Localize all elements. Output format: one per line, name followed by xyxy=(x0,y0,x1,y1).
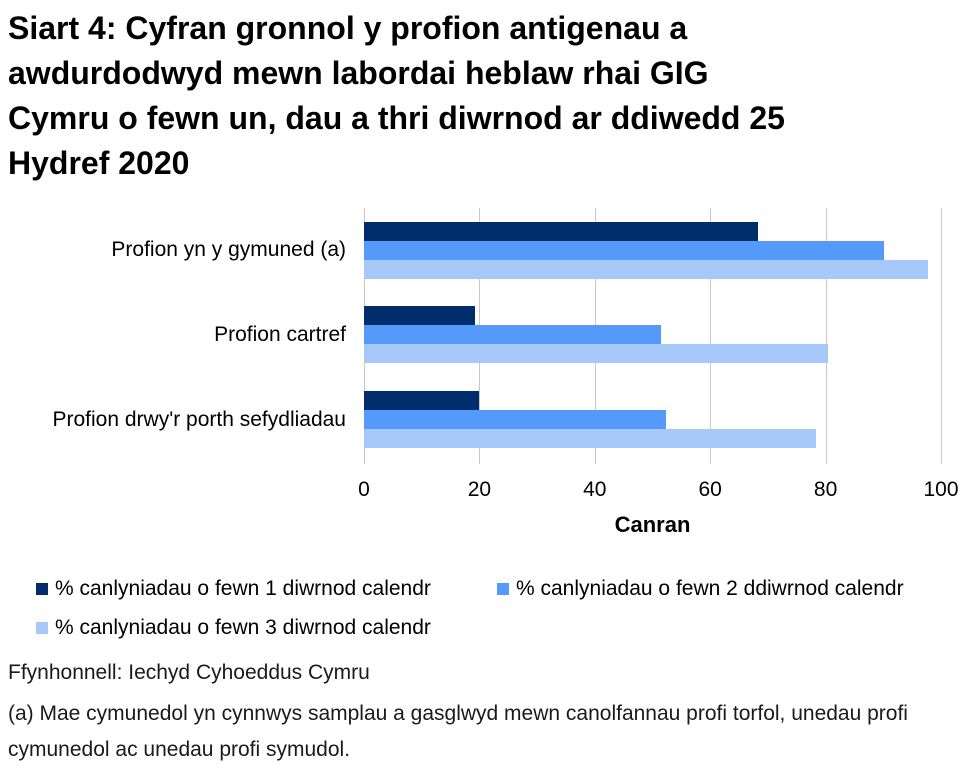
bar xyxy=(364,259,929,279)
bar xyxy=(364,325,662,345)
legend-label: % canlyniadau o fewn 3 diwrnod calendr xyxy=(55,616,431,639)
bar-group xyxy=(364,377,941,462)
x-tick-label: 40 xyxy=(583,478,607,501)
chart-title-line: Cymru o fewn un, dau a thri diwrnod ar d… xyxy=(8,100,785,136)
legend-row: % canlyniadau o fewn 3 diwrnod calendr xyxy=(36,616,966,640)
category-label: Profion cartref xyxy=(214,322,346,346)
legend-label: % canlyniadau o fewn 1 diwrnod calendr xyxy=(55,577,431,600)
x-axis-ticks: 0 20 40 60 80 100 xyxy=(358,478,958,506)
legend-item: % canlyniadau o fewn 3 diwrnod calendr xyxy=(36,616,497,640)
bar xyxy=(364,410,666,430)
bar xyxy=(364,306,475,326)
category-label: Profion drwy'r porth sefydliadau xyxy=(52,407,347,431)
chart-title-line: Hydref 2020 xyxy=(8,145,190,181)
legend-item: % canlyniadau o fewn 2 ddiwrnod calendr xyxy=(497,577,904,601)
x-tick-label: 100 xyxy=(923,478,959,501)
legend-swatch xyxy=(497,583,509,595)
gridline xyxy=(825,208,827,464)
legend-swatch xyxy=(36,583,48,595)
bar xyxy=(364,391,479,411)
bar xyxy=(364,221,759,241)
y-axis-category-labels: Profion yn y gymuned (a) Profion cartref P… xyxy=(0,208,352,462)
plot-area xyxy=(364,208,942,464)
x-tick-label: 20 xyxy=(467,478,492,501)
gridline xyxy=(941,208,942,464)
x-axis-title: Canran xyxy=(614,512,691,537)
legend-item: % canlyniadau o fewn 1 diwrnod calendr xyxy=(36,577,497,601)
bar xyxy=(364,429,817,449)
legend-row: % canlyniadau o fewn 1 diwrnod calendr % … xyxy=(36,577,966,601)
chart-title-line: Siart 4: Cyfran gronnol y profion antige… xyxy=(8,10,688,46)
bar xyxy=(364,344,828,364)
bar-group xyxy=(364,293,941,378)
x-tick-label: 0 xyxy=(358,478,370,501)
footnote: (a) Mae cymunedol yn cynnwys samplau a g… xyxy=(8,702,908,761)
chart-title: Siart 4: Cyfran gronnol y profion antige… xyxy=(8,6,785,186)
bar xyxy=(364,240,884,260)
legend-label: % canlyniadau o fewn 2 ddiwrnod calendr xyxy=(516,577,904,600)
x-tick-label: 80 xyxy=(813,478,838,501)
x-tick-label: 60 xyxy=(698,478,722,501)
source-note: Ffynhonnell: Iechyd Cyhoeddus Cymru xyxy=(8,661,370,684)
gridline xyxy=(710,208,712,464)
legend-swatch xyxy=(36,622,48,634)
legend: % canlyniadau o fewn 1 diwrnod calendr % … xyxy=(36,577,966,655)
category-label: Profion yn y gymuned (a) xyxy=(111,238,346,262)
chart-title-line: awdurdodwyd mewn labordai heblaw rhai GI… xyxy=(8,55,709,91)
bar-group xyxy=(364,208,941,293)
